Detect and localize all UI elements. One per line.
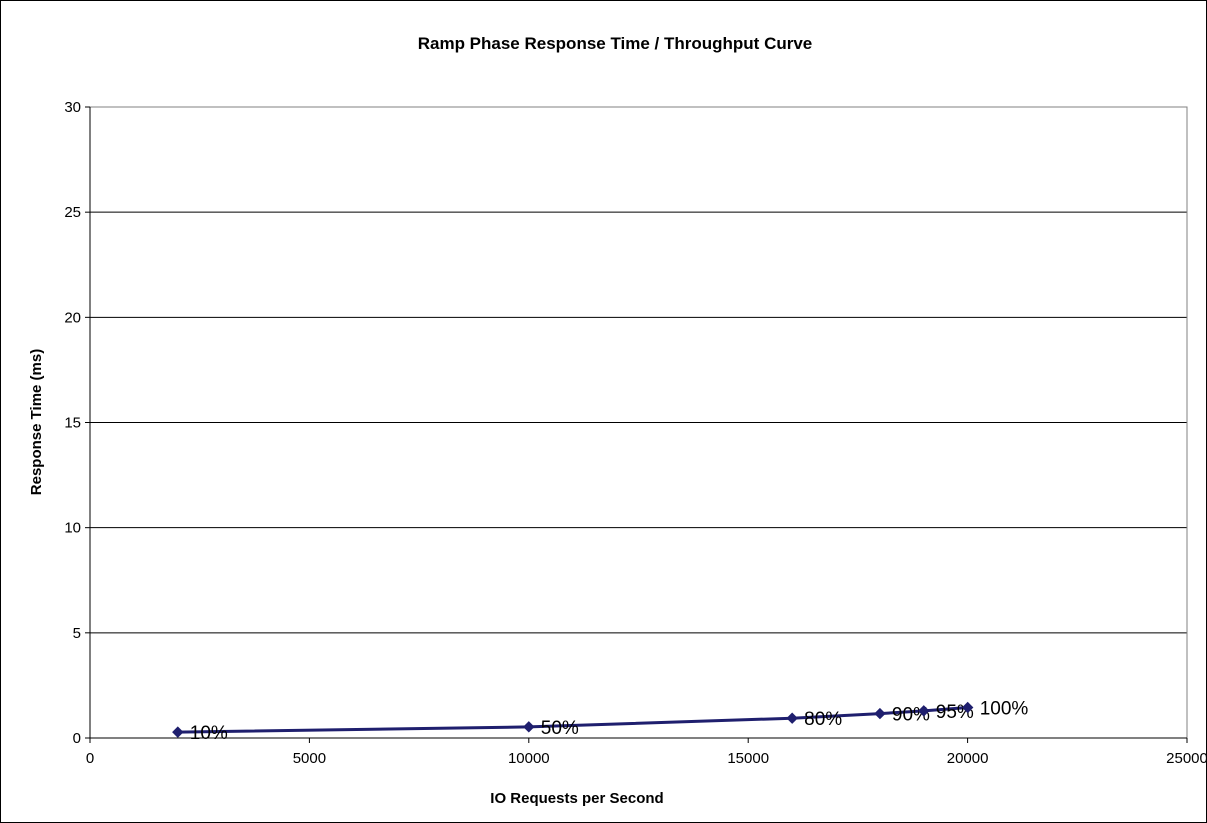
y-tick-label: 25 [64,204,81,221]
data-label: 100% [980,699,1029,720]
data-label: 10% [190,723,228,744]
x-tick-label: 5000 [293,750,326,767]
y-tick-label: 20 [64,309,81,326]
data-point [961,701,974,714]
y-axis-label: Response Time (ms) [28,349,45,495]
data-point [523,721,535,733]
x-tick-label: 0 [86,750,94,767]
x-tick-label: 20000 [947,750,989,767]
data-label: 50% [541,718,579,739]
data-point [786,712,798,724]
series-line [177,706,968,734]
x-tick-label: 25000 [1166,750,1207,767]
axis-ticks: 0 5 10 15 20 25 30 0 5000 10000 15000 20000 25000 [64,99,1207,767]
y-tick-label: 15 [64,415,81,432]
y-tick-label: 30 [64,99,81,116]
gridlines [90,211,1187,634]
y-tick-label: 5 [73,625,81,642]
y-tick-label: 0 [73,730,81,747]
x-axis-label: IO Requests per Second [490,790,663,807]
series: 10% 50% 80% 90% 95% 100% [172,699,1029,744]
data-point [874,707,886,720]
x-tick-label: 15000 [727,750,769,767]
data-label: 80% [804,709,842,730]
y-tick-label: 10 [64,520,81,537]
x-tick-label: 10000 [508,750,550,767]
data-point [918,705,930,717]
data-point [172,726,184,738]
chart-title: Ramp Phase Response Time / Throughput Cu… [418,34,813,53]
